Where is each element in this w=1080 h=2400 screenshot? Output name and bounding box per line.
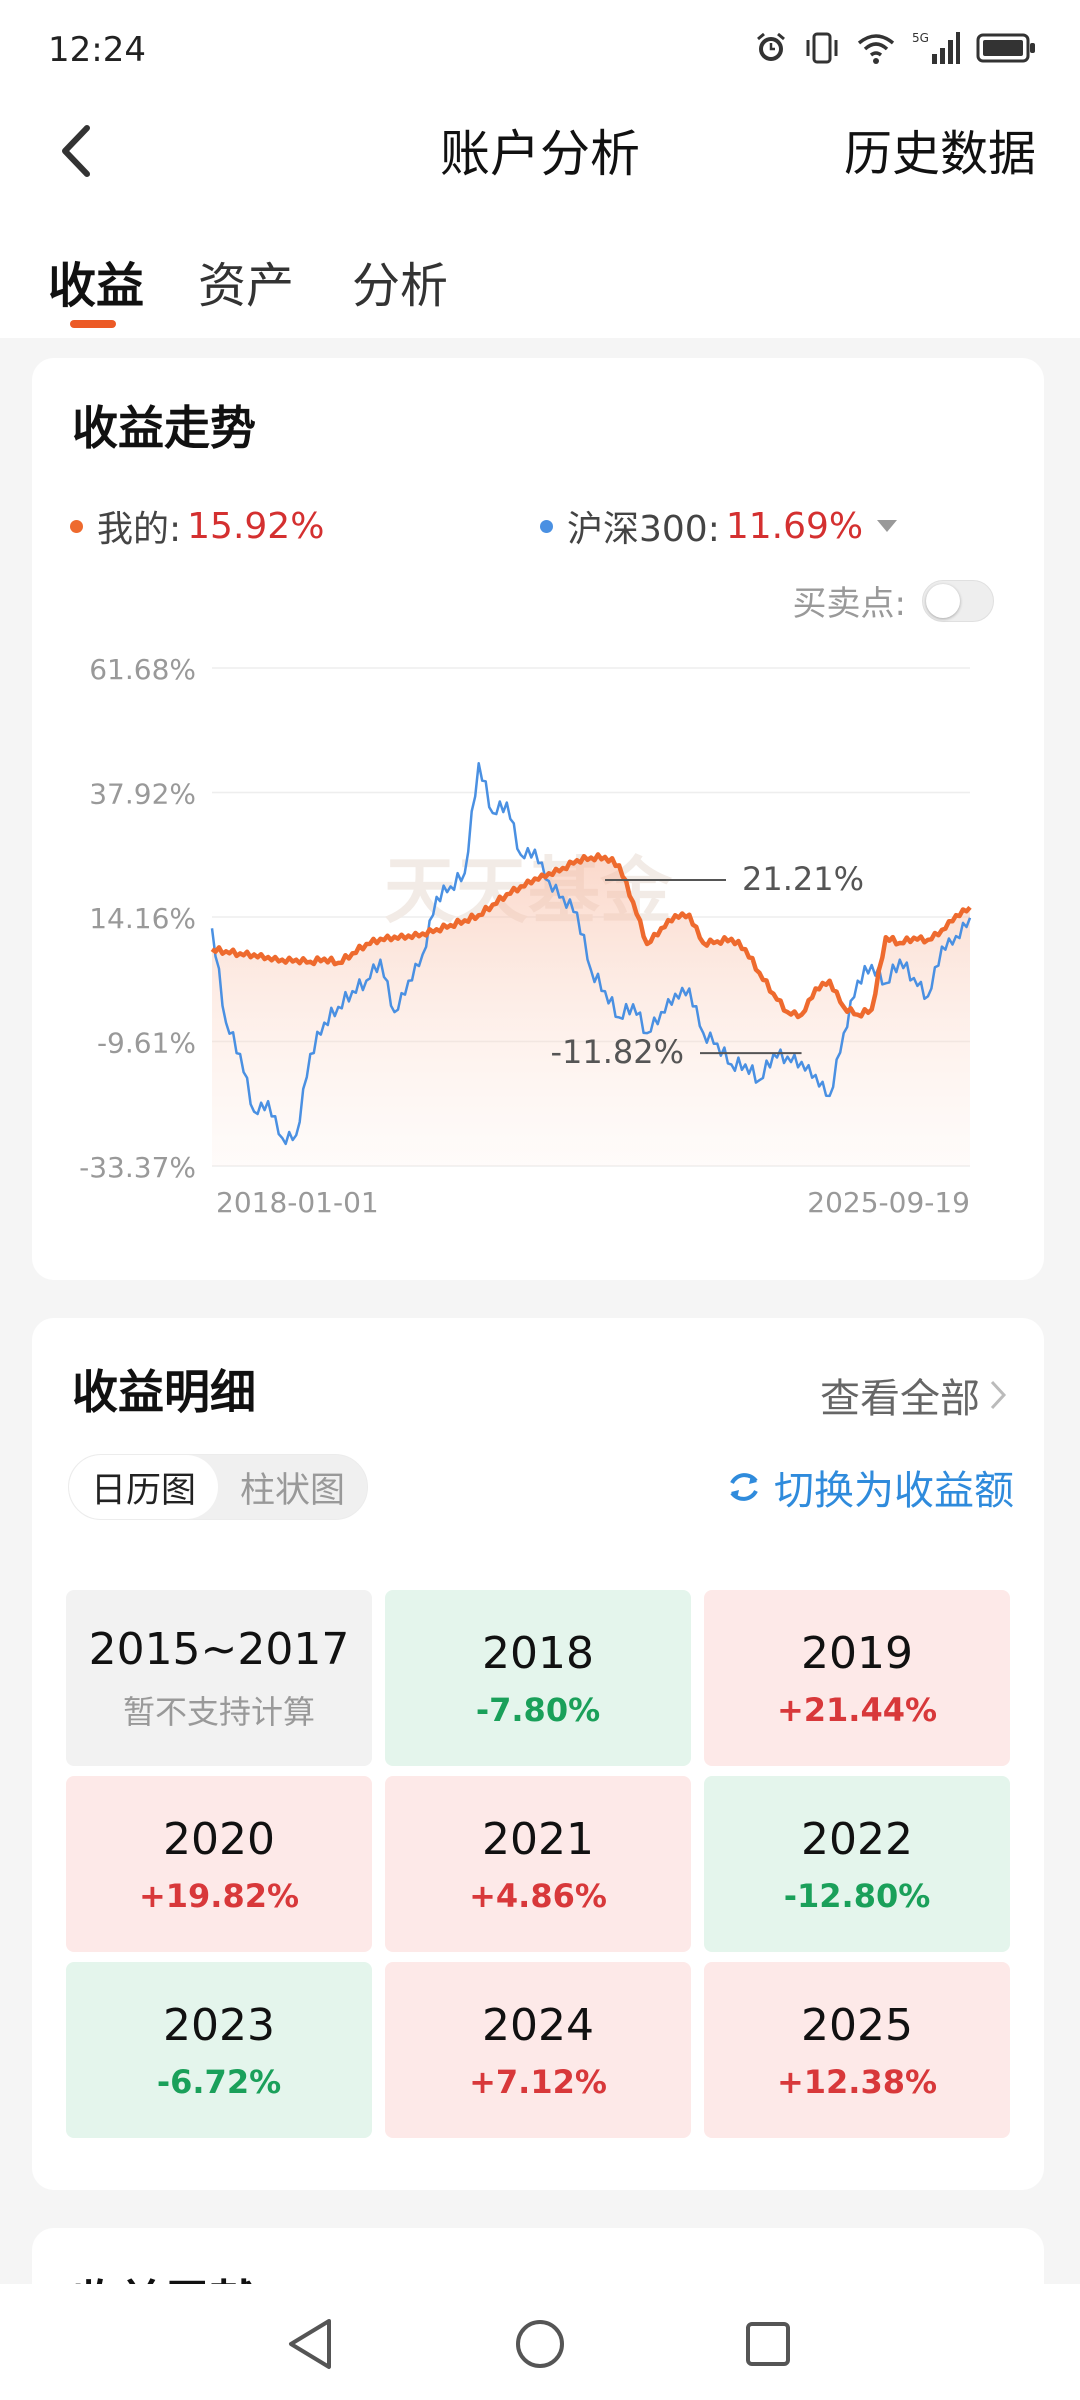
series-mine-line [210, 852, 972, 1020]
x-end-label: 2025-09-19 [807, 1186, 970, 1219]
page-title: 账户分析 [440, 125, 640, 183]
income-trend-chart[interactable]: 61.68%37.92%14.16%-9.61%-33.37%天天基金21.21… [32, 358, 1044, 1280]
year-label: 2019 [801, 1627, 913, 1679]
circle-home-icon [516, 2320, 564, 2368]
y-tick-label: 37.92% [89, 777, 196, 810]
year-return: 暂不支持计算 [122, 1692, 315, 1731]
year-cell[interactable]: 2022 -12.80% [704, 1776, 1010, 1952]
battery-icon [976, 33, 1035, 63]
legend-mine-dot [70, 519, 83, 533]
year-return: +4.86% [469, 1876, 607, 1915]
year-cell[interactable]: 2020 +19.82% [66, 1776, 372, 1952]
switch-knob [926, 583, 960, 618]
trade-points-label: 买卖点: [792, 584, 906, 624]
min-annotation-label: -11.82% [550, 1033, 684, 1071]
legend-index-label: 沪深300: [567, 509, 720, 550]
trade-points-toggle-row: 买卖点: [793, 576, 994, 625]
app-header: 账户分析 历史数据 [0, 96, 1080, 216]
year-label: 2015~2017 [88, 1623, 350, 1675]
back-button[interactable] [46, 116, 106, 186]
caret-down-icon [877, 520, 898, 532]
year-return: +12.38% [776, 2062, 938, 2101]
year-label: 2021 [482, 1813, 594, 1865]
yearly-return-grid: 2015~2017 暂不支持计算 2018 -7.80% 2019 +21.44% 2020… [66, 1590, 1010, 2138]
legend-mine-label: 我的: [97, 509, 182, 550]
y-tick-label: -9.61% [97, 1027, 196, 1060]
tab-assets[interactable]: 资产 [198, 258, 295, 314]
y-tick-label: 61.68% [89, 653, 196, 686]
year-label: 2018 [482, 1627, 594, 1679]
x-start-label: 2018-01-01 [216, 1186, 379, 1219]
switch-to-amount-link[interactable]: 切换为收益额 [724, 1458, 1014, 1516]
y-tick-label: -33.37% [79, 1151, 196, 1184]
legend-index-dot [540, 519, 553, 533]
history-data-link[interactable]: 历史数据 [843, 126, 1036, 182]
legend-mine: 我的: 15.92% [70, 500, 324, 552]
income-detail-title: 收益明细 [72, 1365, 256, 1419]
year-label: 2022 [801, 1813, 913, 1865]
legend-index[interactable]: 沪深300: 11.69% [540, 500, 898, 552]
view-all-label: 查看全部 [820, 1376, 980, 1422]
year-cell[interactable]: 2024 +7.12% [385, 1962, 691, 2138]
view-all-link[interactable]: 查看全部 [820, 1366, 1008, 1424]
year-label: 2020 [163, 1813, 275, 1865]
refresh-icon [730, 1473, 758, 1501]
year-cell[interactable]: 2018 -7.80% [385, 1590, 691, 1766]
year-return: +19.82% [138, 1876, 300, 1915]
year-label: 2024 [482, 1999, 594, 2051]
y-tick-label: 14.16% [89, 902, 196, 935]
year-return: +21.44% [776, 1690, 938, 1729]
back-nav-button[interactable] [278, 2312, 342, 2376]
home-nav-button[interactable] [508, 2312, 572, 2376]
year-return: -12.80% [783, 1876, 931, 1915]
year-cell[interactable]: 2025 +12.38% [704, 1962, 1010, 2138]
year-label: 2023 [163, 1999, 275, 2051]
legend-mine-value: 15.92% [187, 505, 325, 547]
year-cell[interactable]: 2021 +4.86% [385, 1776, 691, 1952]
seg-calendar[interactable]: 日历图 [69, 1455, 218, 1519]
switch-to-amount-label: 切换为收益额 [774, 1468, 1014, 1514]
tab-income[interactable]: 收益 [48, 258, 145, 314]
series-mine-area [212, 854, 970, 1166]
max-annotation-label: 21.21% [742, 860, 864, 898]
square-recents-icon [746, 2322, 790, 2366]
seg-bar-chart[interactable]: 柱状图 [239, 1470, 345, 1511]
income-detail-card: 收益明细 查看全部 日历图 柱状图 切换为收益额 2015~2017 暂不支持计算… [32, 1318, 1044, 2190]
signal-5g-icon: 5G [912, 31, 960, 64]
wifi-icon [857, 34, 895, 64]
system-nav-bar [0, 2284, 1080, 2400]
series-index-line [210, 762, 972, 1146]
year-return: -7.80% [475, 1690, 601, 1729]
alarm-icon [757, 32, 785, 61]
income-trend-title: 收益走势 [72, 401, 256, 455]
year-cell[interactable]: 2023 -6.72% [66, 1962, 372, 2138]
chevron-left-icon [62, 125, 90, 177]
tab-analysis[interactable]: 分析 [352, 258, 449, 314]
year-cell[interactable]: 2015~2017 暂不支持计算 [66, 1590, 372, 1766]
year-return: -6.72% [156, 2062, 282, 2101]
vibrate-icon [806, 32, 838, 64]
tab-active-indicator [70, 320, 116, 328]
svg-text:5G: 5G [912, 31, 929, 45]
view-mode-segment: 日历图 柱状图 [68, 1454, 368, 1520]
year-return: +7.12% [469, 2062, 607, 2101]
status-icons: 5G [754, 30, 1036, 66]
legend-index-value: 11.69% [725, 505, 864, 547]
year-label: 2025 [801, 1999, 913, 2051]
chevron-right-icon [990, 1380, 1007, 1410]
trade-points-switch[interactable] [922, 579, 994, 622]
triangle-back-icon [289, 2319, 331, 2369]
tab-bar: 收益 资产 分析 [0, 216, 1080, 338]
status-bar: 12:24 5G [0, 0, 1080, 96]
year-cell[interactable]: 2019 +21.44% [704, 1590, 1010, 1766]
income-trend-card: 收益走势 我的: 15.92% 沪深300: 11.69% 买卖点: 61.68… [32, 358, 1044, 1280]
status-time: 12:24 [48, 30, 146, 70]
recents-nav-button[interactable] [736, 2312, 800, 2376]
